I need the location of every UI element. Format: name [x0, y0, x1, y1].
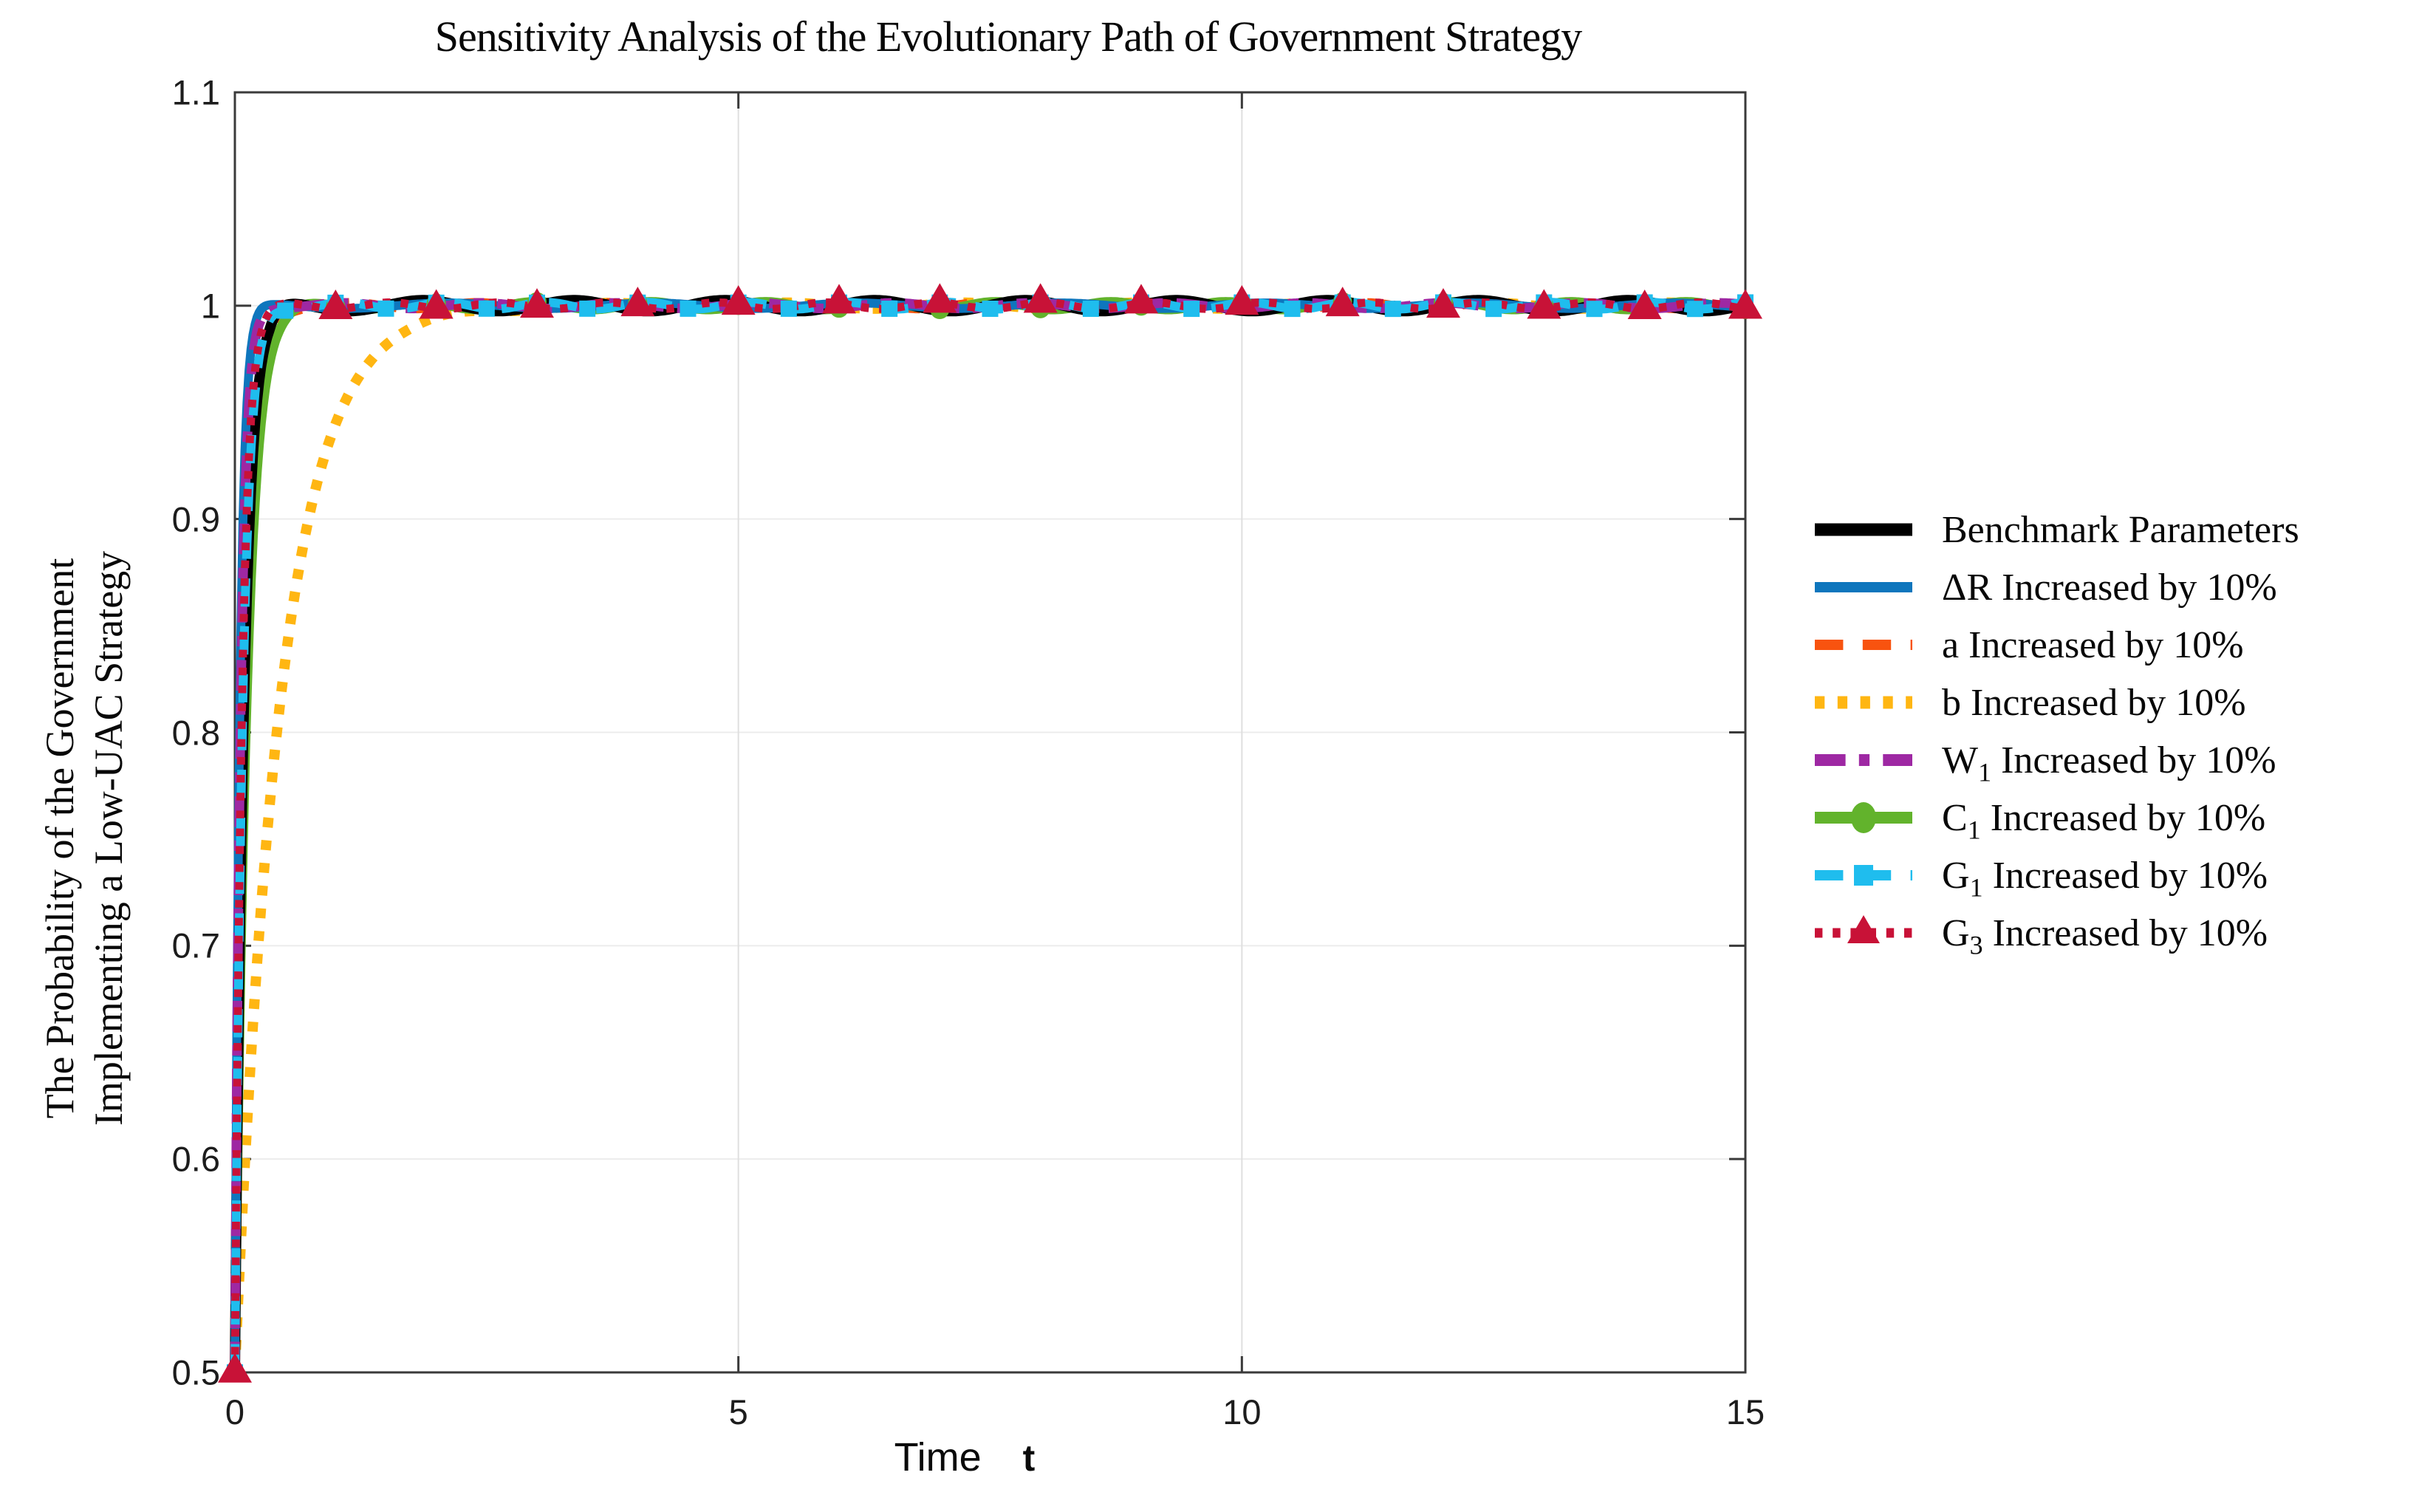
- legend-swatch-a: [1815, 640, 1912, 650]
- marker-square-g1: [1082, 301, 1099, 318]
- legend-label-delta-r: ΔR Increased by 10%: [1942, 566, 2277, 609]
- legend-swatch-benchmark: [1815, 523, 1912, 536]
- marker-triangle-g3: [1023, 283, 1058, 313]
- legend-item-g3: G3 Increased by 10%: [1812, 904, 2299, 962]
- marker-triangle-g3: [419, 289, 454, 319]
- legend-label-g1: G1 Increased by 10%: [1942, 854, 2268, 902]
- y-tick-label-0.8: 0.8: [171, 713, 220, 752]
- legend-swatch-c1: [1815, 802, 1912, 833]
- legend-item-delta-r: ΔR Increased by 10%: [1812, 558, 2299, 616]
- legend-label-a: a Increased by 10%: [1942, 623, 2244, 666]
- marker-square-g1: [982, 301, 999, 318]
- legend-swatch-g3: [1815, 915, 1912, 943]
- marker-square-g1: [1183, 301, 1200, 318]
- legend-label-b: b Increased by 10%: [1942, 681, 2246, 724]
- marker-triangle-g3: [218, 1352, 252, 1383]
- marker-square-g1: [377, 300, 394, 317]
- marker-triangle-g3: [1426, 288, 1460, 318]
- legend-marker-square: [1854, 865, 1873, 886]
- legend-swatch-b: [1815, 696, 1912, 709]
- legend-swatch-delta-r: [1815, 582, 1912, 592]
- x-tick-label-10: 10: [1222, 1392, 1262, 1431]
- y-tick-label-0.6: 0.6: [171, 1139, 220, 1179]
- x-tick-label-5: 5: [728, 1392, 748, 1431]
- legend-item-g1: G1 Increased by 10%: [1812, 846, 2299, 904]
- x-axis-label: Time t: [894, 1434, 1036, 1480]
- x-tick-label-15: 15: [1725, 1392, 1765, 1431]
- marker-triangle-g3: [923, 283, 957, 313]
- legend-swatch-w1: [1815, 754, 1912, 766]
- marker-square-g1: [1384, 301, 1401, 318]
- legend-item-benchmark: Benchmark Parameters: [1812, 501, 2299, 558]
- legend-item-c1: C1 Increased by 10%: [1812, 789, 2299, 846]
- legend-swatch-g1: [1815, 865, 1912, 886]
- y-axis-label-line1: The Probability of the Government: [38, 558, 83, 1119]
- marker-triangle-g3: [520, 288, 554, 318]
- series-line-w1: [230, 298, 1746, 1373]
- legend-item-a: a Increased by 10%: [1812, 616, 2299, 674]
- y-tick-label-0.7: 0.7: [171, 926, 220, 965]
- y-tick-label-0.9: 0.9: [171, 499, 220, 539]
- marker-square-g1: [680, 300, 697, 317]
- series-line-a: [230, 298, 1745, 1373]
- y-tick-label-0.5: 0.5: [171, 1352, 220, 1392]
- marker-square-g1: [1686, 301, 1703, 318]
- marker-square-g1: [881, 300, 898, 317]
- marker-triangle-g3: [1728, 289, 1762, 319]
- legend-label-benchmark: Benchmark Parameters: [1942, 508, 2299, 551]
- x-axis-label-variable: t: [1022, 1437, 1036, 1479]
- marker-triangle-g3: [822, 284, 856, 314]
- marker-square-g1: [277, 302, 294, 319]
- legend-label-g3: G3 Increased by 10%: [1942, 911, 2268, 959]
- y-axis-label-line2: Implementing a Low-UAC Strategy: [86, 550, 131, 1126]
- x-axis-label-text: Time: [894, 1435, 982, 1479]
- y-axis-label: The Probability of the Government Implem…: [36, 551, 134, 1126]
- series-line-b: [230, 297, 1746, 1373]
- series-line-delta-r: [230, 298, 1746, 1373]
- marker-triangle-g3: [318, 289, 353, 319]
- marker-triangle-g3: [1124, 284, 1158, 314]
- marker-triangle-g3: [1325, 287, 1360, 317]
- series-line-g3: [230, 298, 1746, 1373]
- legend: Benchmark Parameters ΔR Increased by 10% a…: [1812, 501, 2299, 962]
- marker-square-g1: [478, 300, 495, 317]
- legend-item-w1: W1 Increased by 10%: [1812, 731, 2299, 789]
- marker-square-g1: [1485, 301, 1502, 318]
- marker-square-g1: [1586, 301, 1603, 318]
- chart-title: Sensitivity Analysis of the Evolutionary…: [434, 13, 1583, 61]
- marker-square-g1: [1284, 301, 1301, 318]
- legend-label-c1: C1 Increased by 10%: [1942, 796, 2266, 844]
- marker-square-g1: [780, 300, 797, 317]
- legend-marker-triangle: [1847, 915, 1880, 943]
- marker-triangle-g3: [620, 287, 655, 317]
- legend-label-w1: W1 Increased by 10%: [1942, 739, 2276, 787]
- marker-square-g1: [579, 300, 596, 317]
- legend-marker-circle: [1851, 802, 1876, 833]
- series-line-c1: [230, 297, 1745, 1373]
- marker-triangle-g3: [1225, 285, 1259, 315]
- marker-triangle-g3: [1527, 289, 1561, 319]
- marker-triangle-g3: [1627, 289, 1662, 319]
- marker-triangle-g3: [721, 285, 756, 315]
- y-tick-label-1: 1: [200, 286, 220, 326]
- x-tick-label-0: 0: [225, 1392, 245, 1431]
- legend-item-b: b Increased by 10%: [1812, 674, 2299, 731]
- y-tick-label-1.1: 1.1: [171, 72, 220, 112]
- series-line-benchmark: [230, 295, 1747, 1373]
- series-line-g1: [230, 298, 1746, 1373]
